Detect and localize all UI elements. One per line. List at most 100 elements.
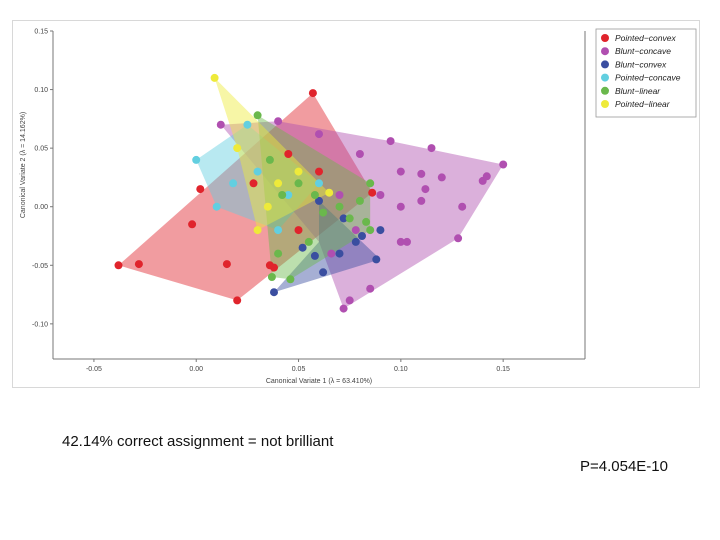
point-series-4-15 bbox=[304, 237, 313, 246]
point-series-4-2 bbox=[278, 191, 287, 199]
point-series-4-13 bbox=[267, 273, 276, 281]
point-series-0-12 bbox=[315, 167, 323, 176]
point-series-4-9 bbox=[366, 179, 375, 188]
point-series-3-5 bbox=[274, 226, 283, 235]
point-series-1-1 bbox=[274, 117, 283, 126]
legend-marker-3 bbox=[601, 73, 609, 82]
point-series-1-18 bbox=[417, 196, 426, 205]
legend-entry-0: Pointed−convex bbox=[615, 33, 676, 43]
point-series-4-14 bbox=[274, 249, 283, 258]
point-series-5-1 bbox=[325, 188, 334, 197]
point-series-4-3 bbox=[294, 179, 303, 188]
hull-series-1 bbox=[220, 121, 504, 309]
point-series-1-7 bbox=[396, 167, 405, 176]
data-points bbox=[114, 73, 508, 313]
point-series-5-0 bbox=[210, 73, 219, 82]
point-series-1-12 bbox=[355, 150, 364, 158]
y-tick-label: -0.10 bbox=[32, 321, 48, 328]
point-series-1-4 bbox=[499, 160, 508, 169]
hull-series-0 bbox=[118, 93, 373, 301]
point-series-0-10 bbox=[308, 89, 317, 98]
point-series-1-17 bbox=[396, 202, 405, 211]
point-series-3-0 bbox=[192, 155, 201, 164]
point-series-2-3 bbox=[335, 249, 344, 258]
point-series-2-8 bbox=[339, 214, 348, 223]
point-series-3-3 bbox=[243, 120, 252, 129]
point-series-3-1 bbox=[212, 202, 221, 211]
point-series-3-6 bbox=[315, 179, 323, 188]
legend-marker-0 bbox=[601, 34, 609, 42]
point-series-0-11 bbox=[368, 188, 377, 197]
point-series-2-2 bbox=[319, 268, 328, 277]
point-series-1-20 bbox=[458, 202, 467, 211]
legend-marker-4 bbox=[601, 86, 609, 95]
point-series-4-11 bbox=[362, 217, 371, 226]
point-series-1-22 bbox=[351, 226, 360, 235]
hull-series-5 bbox=[214, 77, 330, 231]
hull-series-2 bbox=[274, 200, 381, 293]
point-series-2-9 bbox=[315, 196, 323, 205]
x-tick-label: 0.00 bbox=[189, 366, 203, 373]
point-series-4-0 bbox=[253, 111, 262, 120]
point-series-0-2 bbox=[188, 220, 197, 229]
point-series-5-6 bbox=[263, 202, 272, 211]
point-series-1-2 bbox=[386, 137, 395, 146]
point-series-0-13 bbox=[294, 226, 303, 235]
point-series-2-4 bbox=[351, 237, 360, 246]
point-series-4-6 bbox=[335, 202, 344, 211]
point-series-5-4 bbox=[274, 179, 283, 188]
x-tick-label: -0.05 bbox=[86, 366, 102, 373]
point-series-1-19 bbox=[421, 185, 430, 194]
legend-box bbox=[595, 28, 697, 118]
point-series-4-8 bbox=[355, 196, 364, 205]
point-series-1-14 bbox=[396, 237, 405, 246]
x-tick-label: 0.15 bbox=[496, 366, 510, 373]
point-series-5-5 bbox=[294, 167, 303, 176]
y-tick-label: 0.15 bbox=[34, 29, 48, 36]
point-series-1-24 bbox=[345, 296, 354, 305]
point-series-1-3 bbox=[427, 144, 436, 153]
point-series-2-10 bbox=[310, 251, 319, 260]
convex-hulls bbox=[118, 77, 504, 309]
point-series-0-4 bbox=[222, 260, 231, 269]
legend: Pointed−convex Blunt−concave Blunt−convex P… bbox=[595, 28, 697, 118]
legend-entry-3: Pointed−concave bbox=[615, 73, 681, 83]
p-value-label: P=4.054E-10 bbox=[580, 458, 668, 475]
point-series-4-10 bbox=[366, 226, 375, 235]
point-series-0-8 bbox=[270, 263, 278, 272]
point-series-0-0 bbox=[114, 261, 123, 270]
y-tick-label: 0.05 bbox=[34, 146, 48, 153]
legend-entry-1: Blunt−concave bbox=[615, 46, 671, 56]
y-axis-label: Canonical Variate 2 (λ = 14.162%) bbox=[20, 112, 27, 218]
x-tick-label: 0.05 bbox=[292, 366, 306, 373]
point-series-4-4 bbox=[310, 191, 319, 199]
point-series-2-1 bbox=[298, 243, 307, 252]
point-series-1-23 bbox=[366, 284, 375, 293]
y-tick-label: 0.10 bbox=[34, 87, 48, 94]
legend-entry-5: Pointed−linear bbox=[615, 99, 671, 109]
point-series-1-6 bbox=[339, 304, 348, 313]
point-series-1-16 bbox=[376, 191, 385, 199]
point-series-0-6 bbox=[249, 179, 258, 188]
point-series-3-2 bbox=[229, 179, 238, 188]
point-series-1-9 bbox=[437, 173, 446, 182]
point-series-0-1 bbox=[134, 260, 143, 269]
legend-marker-5 bbox=[601, 100, 609, 108]
point-series-0-3 bbox=[196, 185, 205, 194]
point-series-3-4 bbox=[253, 167, 262, 176]
hull-series-3 bbox=[196, 124, 319, 231]
point-series-4-7 bbox=[345, 214, 354, 223]
point-series-1-11 bbox=[482, 172, 491, 181]
point-series-5-3 bbox=[233, 144, 242, 153]
x-tick-label: 0.10 bbox=[394, 366, 408, 373]
legend-marker-1 bbox=[601, 47, 609, 56]
assignment-caption: 42.14% correct assignment = not brillian… bbox=[62, 433, 334, 450]
point-series-3-7 bbox=[284, 191, 293, 199]
legend-entry-2: Blunt−convex bbox=[615, 59, 667, 69]
point-series-1-13 bbox=[315, 130, 323, 139]
y-tick-label: 0.00 bbox=[34, 204, 48, 211]
point-series-2-0 bbox=[270, 288, 278, 297]
scatter-plot: -0.05 0.00 0.05 0.10 0.15 0.15 0.10 0.05 0.00 -0.… bbox=[20, 28, 697, 385]
point-series-2-5 bbox=[372, 255, 381, 264]
point-series-4-1 bbox=[265, 155, 274, 164]
